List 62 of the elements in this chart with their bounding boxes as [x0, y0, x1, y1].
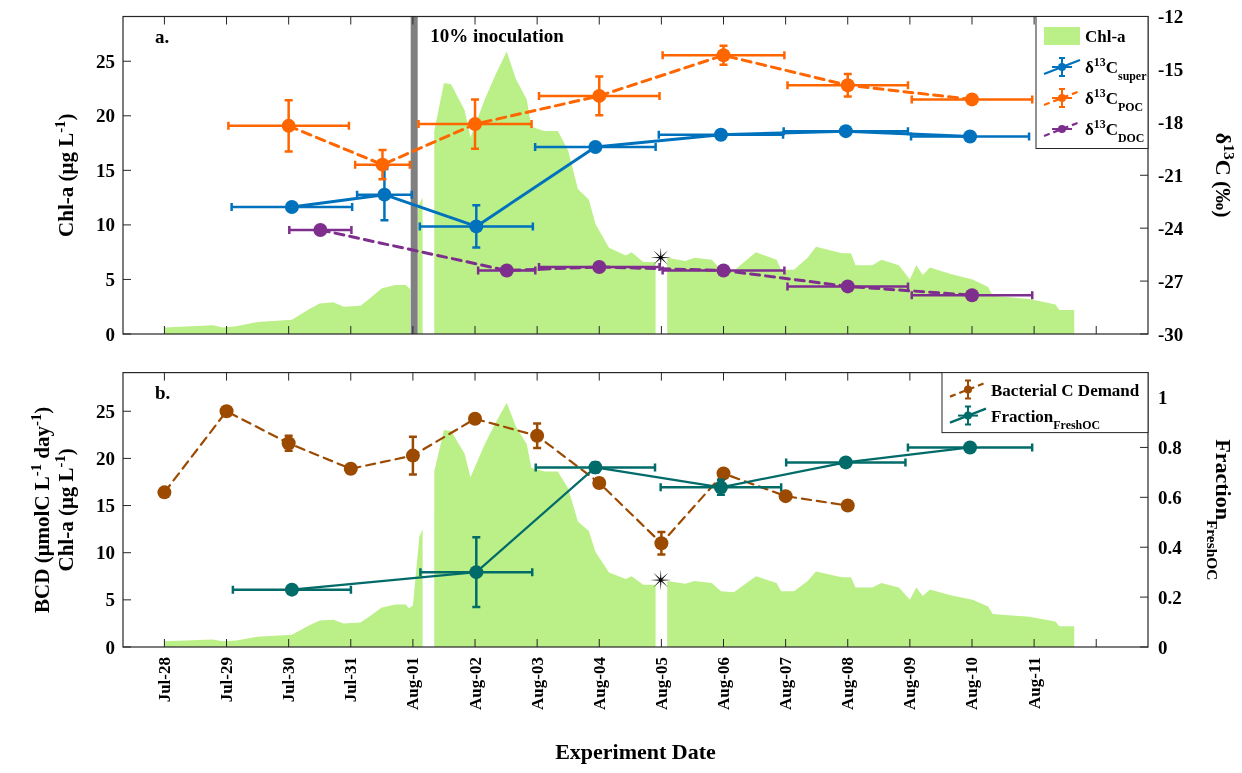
y-tick-label: 0 — [105, 636, 115, 658]
legend-label: δ$^{13}$C$_{POC}$ — [1085, 86, 1144, 114]
x-tick-label: Aug-03 — [527, 657, 547, 710]
legend-label: δ$^{13}$C$_{DOC}$ — [1085, 117, 1145, 145]
y-tick-label: 0 — [105, 323, 115, 345]
y-tick-label: 25 — [96, 400, 115, 422]
y2-tick-label: -15 — [1158, 58, 1184, 80]
y2-tick-label: 1 — [1158, 387, 1168, 409]
x-tick-label: Aug-11 — [1024, 657, 1044, 709]
x-tick-label: Aug-08 — [838, 657, 858, 710]
y2-tick-label: -21 — [1158, 164, 1184, 186]
x-tick-label: Jul-28 — [154, 657, 174, 703]
point — [157, 485, 172, 500]
point — [716, 466, 731, 481]
x-tick-label: Aug-01 — [403, 657, 423, 710]
x-tick-label: Jul-31 — [341, 657, 361, 703]
x-tick-label: Aug-05 — [651, 657, 671, 710]
point — [530, 428, 545, 443]
point — [840, 498, 855, 513]
x-axis-title: Experiment Date — [555, 739, 717, 764]
y-tick-label: 10 — [96, 214, 115, 236]
legend-label: δ$^{13}$C$_{super}$ — [1085, 55, 1148, 83]
y2-tick-label: 0.4 — [1158, 536, 1183, 558]
y2-tick-label: -30 — [1158, 323, 1184, 345]
x-tick-label: Aug-09 — [900, 657, 920, 710]
x-tick-label: Jul-29 — [217, 657, 237, 703]
y-tick-label: 15 — [96, 495, 115, 517]
point — [963, 440, 978, 455]
legend-label: Chl-a — [1085, 27, 1127, 46]
annotation: b. — [155, 381, 171, 403]
y2-tick-label: 0 — [1158, 636, 1168, 658]
x-tick-label: Aug-07 — [776, 656, 796, 710]
y-tick-label: 5 — [105, 268, 115, 290]
y2-tick-label: 0.6 — [1158, 486, 1182, 508]
ref-line-label: 10% inoculation — [430, 24, 565, 46]
x-tick-label: Jul-30 — [279, 657, 299, 703]
y-tick-label: 25 — [96, 50, 115, 72]
y-tick-label: 15 — [96, 159, 115, 181]
point — [343, 461, 358, 476]
y-tick-label: 10 — [96, 542, 115, 564]
x-tick-label: Aug-06 — [714, 657, 734, 710]
y2-tick-label: -18 — [1158, 111, 1184, 133]
point — [654, 536, 669, 551]
x-tick-label: Aug-02 — [465, 657, 485, 710]
point — [468, 411, 483, 426]
y2-tick-label: -12 — [1158, 6, 1184, 27]
y2-tick-label: 0.2 — [1158, 586, 1182, 608]
x-tick-label: Aug-04 — [589, 656, 609, 710]
x-tick-label: Aug-10 — [962, 657, 982, 710]
point — [405, 448, 420, 463]
y-tick-label: 20 — [96, 447, 115, 469]
legend-label: Bacterial C Demand — [991, 380, 1140, 400]
y2-tick-label: -27 — [1158, 270, 1184, 292]
y-tick-label: 20 — [96, 105, 115, 127]
point — [219, 404, 234, 419]
y2-tick-label: 0.8 — [1158, 436, 1182, 458]
y2-tick-label: -24 — [1158, 217, 1184, 239]
annotation: a. — [155, 25, 170, 47]
point — [778, 489, 793, 504]
legend-label: Fraction$_{FreshOC}$ — [991, 406, 1101, 432]
point — [838, 455, 853, 470]
y-tick-label: 5 — [105, 589, 115, 611]
